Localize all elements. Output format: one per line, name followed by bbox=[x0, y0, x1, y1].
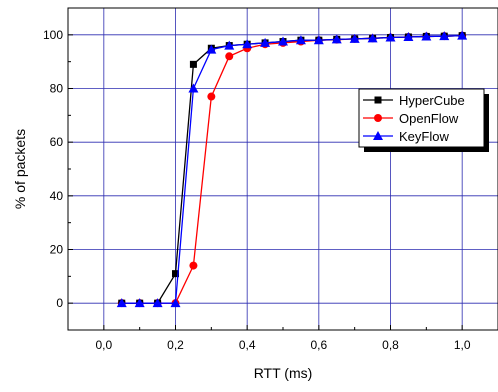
legend-marker-hypercube bbox=[374, 96, 382, 104]
series-hypercube bbox=[118, 32, 466, 307]
data-point-keyflow bbox=[421, 31, 432, 41]
series-line-keyflow bbox=[121, 34, 463, 304]
x-tick-label: 0,8 bbox=[382, 338, 399, 352]
plot-area-frame bbox=[67, 7, 498, 331]
data-point-hypercube bbox=[189, 60, 197, 68]
data-point-keyflow bbox=[152, 298, 163, 308]
data-point-keyflow bbox=[188, 83, 199, 93]
x-tick-label: 0,6 bbox=[310, 338, 327, 352]
data-point-keyflow bbox=[295, 35, 306, 45]
y-tick-label: 60 bbox=[50, 135, 64, 149]
data-point-keyflow bbox=[349, 33, 360, 43]
x-tick-label: 0,2 bbox=[167, 338, 184, 352]
y-tick-label: 80 bbox=[50, 82, 64, 96]
data-point-openflow bbox=[189, 261, 198, 270]
data-point-keyflow bbox=[242, 39, 253, 49]
series-keyflow bbox=[116, 30, 468, 308]
data-point-keyflow bbox=[367, 33, 378, 43]
data-point-openflow bbox=[207, 92, 216, 101]
data-point-keyflow bbox=[224, 40, 235, 50]
legend-marker-keyflow bbox=[373, 131, 383, 140]
data-point-hypercube bbox=[172, 270, 179, 278]
data-point-keyflow bbox=[170, 298, 181, 308]
data-point-keyflow bbox=[134, 298, 145, 308]
x-tick-label: 1,0 bbox=[454, 338, 471, 352]
data-point-keyflow bbox=[439, 31, 450, 41]
series-lines bbox=[116, 30, 468, 308]
data-point-keyflow bbox=[385, 32, 396, 42]
legend-marker-openflow bbox=[374, 114, 382, 122]
y-tick-label: 100 bbox=[43, 28, 63, 42]
series-line-openflow bbox=[121, 34, 463, 304]
data-point-keyflow bbox=[260, 37, 271, 47]
legend-label-openflow: OpenFlow bbox=[399, 111, 459, 126]
y-tick-label: 40 bbox=[50, 189, 64, 203]
y-tick-label: 0 bbox=[56, 296, 63, 310]
data-point-keyflow bbox=[206, 44, 217, 54]
data-point-keyflow bbox=[278, 36, 288, 46]
axis-ticks: 0 20 40 60 80 100 0,0 0,2 0,4 0,6 0,8 1,0 bbox=[43, 7, 498, 352]
y-axis-title: % of packets bbox=[12, 129, 28, 209]
data-point-keyflow bbox=[313, 35, 324, 45]
y-tick-label: 20 bbox=[50, 243, 64, 257]
x-axis-title: RTT (ms) bbox=[254, 365, 313, 381]
data-point-keyflow bbox=[116, 298, 127, 308]
legend-label-keyflow: KeyFlow bbox=[399, 129, 449, 144]
gridlines bbox=[68, 8, 498, 330]
data-point-keyflow bbox=[331, 34, 342, 44]
x-tick-label: 0,0 bbox=[95, 338, 112, 352]
data-point-openflow bbox=[225, 52, 234, 61]
series-openflow bbox=[117, 31, 467, 308]
x-tick-label: 0,4 bbox=[239, 338, 256, 352]
legend: HyperCube OpenFlow KeyFlow bbox=[358, 88, 489, 152]
data-point-keyflow bbox=[403, 31, 414, 41]
series-line-hypercube bbox=[121, 34, 463, 304]
legend-label-hypercube: HyperCube bbox=[399, 93, 465, 108]
data-point-keyflow bbox=[457, 30, 468, 40]
